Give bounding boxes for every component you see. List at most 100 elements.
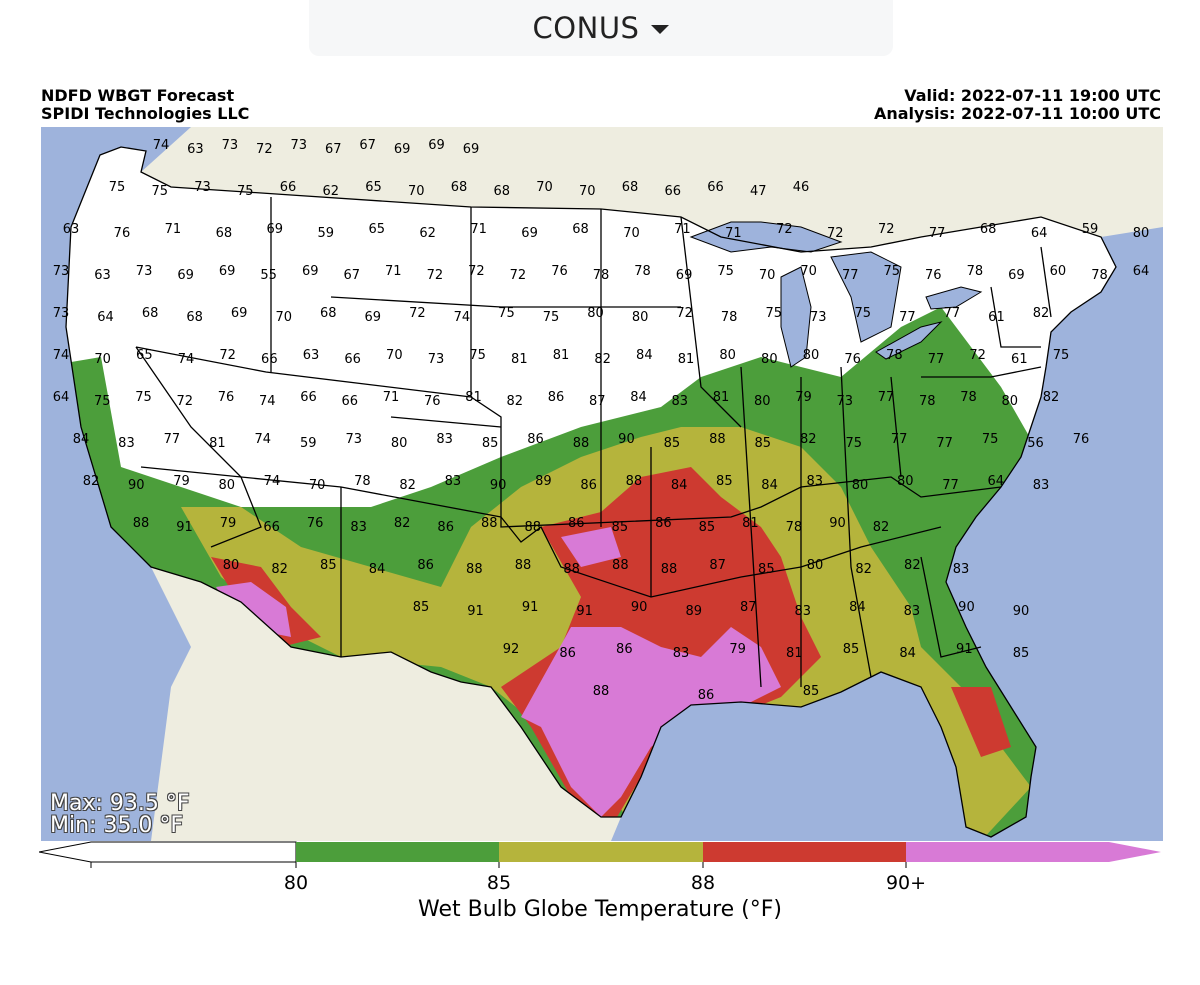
station-value: 71	[383, 390, 400, 405]
station-value: 80	[218, 478, 235, 493]
station-value: 82	[394, 516, 411, 531]
station-value: 85	[755, 436, 772, 451]
station-value: 80	[632, 310, 649, 325]
station-value: 60	[1050, 264, 1067, 279]
station-value: 67	[343, 268, 360, 283]
station-value: 83	[445, 474, 462, 489]
station-value: 82	[855, 562, 872, 577]
station-value: 63	[63, 222, 80, 237]
station-value: 68	[572, 222, 589, 237]
station-value: 68	[980, 222, 997, 237]
station-value: 78	[960, 390, 977, 405]
station-value: 76	[114, 226, 131, 241]
station-value: 69	[428, 138, 445, 153]
station-value: 84	[369, 562, 386, 577]
station-value: 72	[427, 268, 444, 283]
station-value: 81	[742, 516, 759, 531]
station-value: 80	[587, 306, 604, 321]
station-value: 63	[187, 142, 204, 157]
station-value: 70	[408, 184, 425, 199]
station-value: 76	[925, 268, 942, 283]
station-value: 90	[958, 600, 975, 615]
station-value: 65	[136, 348, 153, 363]
station-value: 83	[1033, 478, 1050, 493]
station-value: 76	[307, 516, 324, 531]
station-value: 70	[309, 478, 326, 493]
lake-ontario	[925, 286, 983, 310]
station-value: 71	[674, 222, 691, 237]
station-value: 66	[341, 394, 358, 409]
station-value: 70	[759, 268, 776, 283]
station-value: 87	[709, 558, 726, 573]
station-value: 56	[1027, 436, 1044, 451]
station-value: 69	[1008, 268, 1025, 283]
map-header-left: NDFD WBGT Forecast SPIDI Technologies LL…	[41, 87, 249, 123]
station-value: 73	[345, 432, 362, 447]
station-value: 89	[685, 604, 702, 619]
lake-erie	[875, 321, 943, 360]
tick-80: 80	[283, 872, 309, 894]
station-value: 75	[135, 390, 152, 405]
station-value: 70	[623, 226, 640, 241]
station-value: 75	[543, 310, 560, 325]
canada-land	[141, 127, 1163, 252]
station-value: 80	[754, 394, 771, 409]
station-value: 91	[576, 604, 593, 619]
station-value: 83	[118, 436, 135, 451]
station-value: 83	[807, 474, 824, 489]
station-value: 73	[53, 306, 70, 321]
station-value: 59	[1082, 222, 1099, 237]
station-value: 59	[317, 226, 334, 241]
station-value: 82	[1033, 306, 1050, 321]
station-value: 82	[1043, 390, 1060, 405]
station-value: 79	[729, 642, 746, 657]
station-value: 80	[391, 436, 408, 451]
station-value: 91	[956, 642, 973, 657]
station-value: 85	[320, 558, 337, 573]
station-value: 78	[967, 264, 984, 279]
station-value: 88	[466, 562, 483, 577]
station-value: 77	[842, 268, 859, 283]
colorbar-90-plus	[906, 842, 1161, 862]
station-value: 81	[465, 390, 482, 405]
station-value: 90	[631, 600, 648, 615]
station-value: 77	[936, 436, 953, 451]
station-value: 64	[97, 310, 114, 325]
station-value: 86	[655, 516, 672, 531]
station-value: 82	[800, 432, 817, 447]
station-value: 80	[852, 478, 869, 493]
station-value: 70	[94, 352, 111, 367]
station-value: 82	[904, 558, 921, 573]
station-value: 74	[255, 432, 272, 447]
map-header-right: Valid: 2022-07-11 19:00 UTC Analysis: 20…	[874, 87, 1161, 123]
station-value: 76	[844, 352, 861, 367]
station-value: 73	[53, 264, 70, 279]
station-value: 86	[437, 520, 454, 535]
mexico-land	[151, 567, 621, 841]
station-value: 85	[664, 436, 681, 451]
station-value: 83	[673, 646, 690, 661]
station-value: 46	[793, 180, 810, 195]
station-value: 73	[194, 180, 211, 195]
region-dropdown[interactable]: CONUS	[309, 0, 893, 56]
station-value: 70	[275, 310, 292, 325]
station-value: 76	[218, 390, 235, 405]
station-value: 85	[482, 436, 499, 451]
station-value: 84	[671, 478, 688, 493]
station-value: 77	[878, 390, 895, 405]
station-value: 90	[829, 516, 846, 531]
station-value: 63	[94, 268, 111, 283]
station-value: 88	[573, 436, 590, 451]
station-value: 83	[904, 604, 921, 619]
region-dropdown-value: CONUS	[532, 11, 640, 45]
station-value: 75	[469, 348, 486, 363]
station-value: 85	[612, 520, 629, 535]
station-value: 76	[551, 264, 568, 279]
station-value: 85	[843, 642, 860, 657]
station-value: 73	[291, 138, 308, 153]
station-value: 75	[1053, 348, 1070, 363]
station-value: 77	[929, 226, 946, 241]
station-value: 71	[725, 226, 742, 241]
station-value: 75	[717, 264, 734, 279]
station-value: 66	[300, 390, 317, 405]
